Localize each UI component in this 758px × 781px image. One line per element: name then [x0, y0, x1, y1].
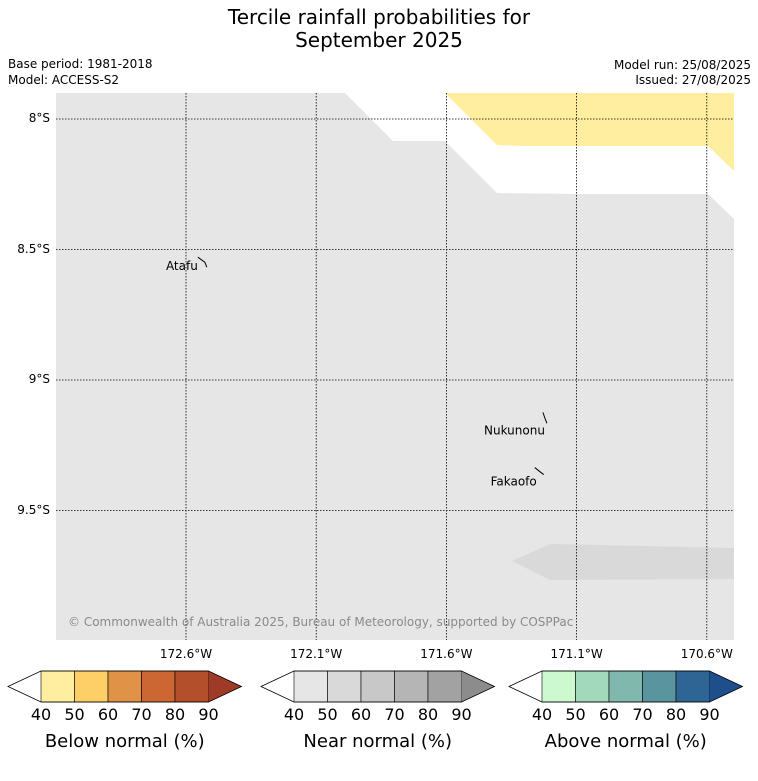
legend-tick-label: 50: [565, 705, 585, 724]
legend-right-arrow: [709, 671, 743, 702]
legend-tick-label: 70: [632, 705, 652, 724]
map-title-line2: September 2025: [295, 28, 463, 52]
place-label-nukunonu: Nukunonu: [484, 423, 545, 437]
legend-title: Near normal (%): [303, 731, 452, 752]
legend-above-normal: 40 50 60 70 80 90 Above normal (%): [508, 670, 744, 752]
legend-outline: [7, 670, 243, 703]
island-fakaofo-outline: [534, 467, 545, 475]
legend-color-cell: [394, 670, 429, 703]
legend-tick-label: 60: [98, 705, 118, 724]
near-normal-50-60-region: [512, 544, 734, 580]
legend-color-cell: [541, 670, 576, 703]
graticule: [56, 93, 734, 640]
legend-tick-label: 40: [532, 705, 552, 724]
legend-tick-label: 90: [699, 705, 719, 724]
legend-tick-label: 40: [284, 705, 304, 724]
model-text: Model: ACCESS-S2: [8, 73, 120, 87]
longitude-label: 170.6°W: [680, 647, 733, 661]
place-labels: Atafu Nukunonu Fakaofo: [166, 259, 545, 488]
longitude-label: 171.1°W: [550, 647, 603, 661]
legend-tick-label: 40: [31, 705, 51, 724]
island-nukunonu-outline: [542, 412, 548, 424]
latitude-label: 9°S: [28, 372, 50, 386]
latitude-label: 9.5°S: [17, 502, 50, 517]
below-normal-region: [394, 93, 734, 171]
legend-right-arrow: [208, 671, 242, 702]
legend-tick-label: 90: [451, 705, 471, 724]
copyright-text: © Commonwealth of Australia 2025, Bureau…: [68, 615, 573, 629]
map-panel[interactable]: Atafu Nukunonu Fakaofo © Commonwealth of A…: [56, 93, 734, 640]
legend-color-cell: [608, 670, 643, 703]
legend-color-cell: [642, 670, 677, 703]
legend-color-cell: [293, 670, 328, 703]
legend-color-cell: [174, 670, 209, 703]
latitude-label: 8.5°S: [17, 241, 50, 256]
place-label-atafu: Atafu: [166, 259, 198, 273]
legend-tick-label: 50: [64, 705, 84, 724]
model-run-text: Model run: 25/08/2025: [613, 58, 751, 72]
map-canvas: Atafu Nukunonu Fakaofo © Commonwealth of A…: [56, 93, 734, 640]
issued-text: Issued: 27/08/2025: [635, 73, 751, 87]
longitude-label: 172.6°W: [159, 647, 213, 661]
legend-outline: [508, 670, 744, 703]
legend-title: Above normal (%): [545, 731, 707, 752]
legend-right-arrow: [461, 671, 495, 702]
legend-color-cell: [40, 670, 75, 703]
legend-color-cell: [141, 670, 176, 703]
legend-title: Below normal (%): [45, 731, 205, 752]
legend-near-normal: 40 50 60 70 80 90 Near normal (%): [260, 670, 496, 752]
island-atafu-outline: [197, 256, 208, 268]
legend-below-normal: 40 50 60 70 80 90 Below normal (%): [7, 670, 243, 752]
legend-color-cell: [575, 670, 610, 703]
legend-tick-label: 80: [418, 705, 438, 724]
legend-left-arrow: [261, 671, 294, 702]
legend-tick-label: 80: [165, 705, 185, 724]
island-outlines: [197, 256, 548, 475]
latitude-label: 8°S: [28, 111, 50, 125]
place-label-fakaofo: Fakaofo: [491, 475, 537, 489]
legend-left-arrow: [8, 671, 41, 702]
legend-color-cell: [675, 670, 710, 703]
base-period-text: Base period: 1981-2018: [8, 57, 153, 71]
legend-tick-label: 60: [599, 705, 619, 724]
longitude-label: 171.6°W: [420, 647, 473, 661]
legend-color-cell: [107, 670, 142, 703]
legend-tick-label: 60: [351, 705, 371, 724]
legend-left-arrow: [509, 671, 542, 702]
map-title-line1: Tercile rainfall probabilities for: [227, 5, 531, 29]
legend-tick-label: 70: [131, 705, 151, 724]
legend-tick-label: 80: [666, 705, 686, 724]
legend-color-cell: [74, 670, 109, 703]
legend-tick-label: 90: [198, 705, 218, 724]
longitude-label: 172.1°W: [290, 647, 343, 661]
legend-tick-label: 70: [384, 705, 404, 724]
legend-panel: 40 50 60 70 80 90 Below normal (%) 40 50 60 70 80 9…: [7, 670, 744, 752]
legend-color-cell: [327, 670, 362, 703]
legend-color-cell: [360, 670, 395, 703]
legend-color-cell: [427, 670, 462, 703]
legend-tick-label: 50: [317, 705, 337, 724]
legend-outline: [260, 670, 496, 703]
